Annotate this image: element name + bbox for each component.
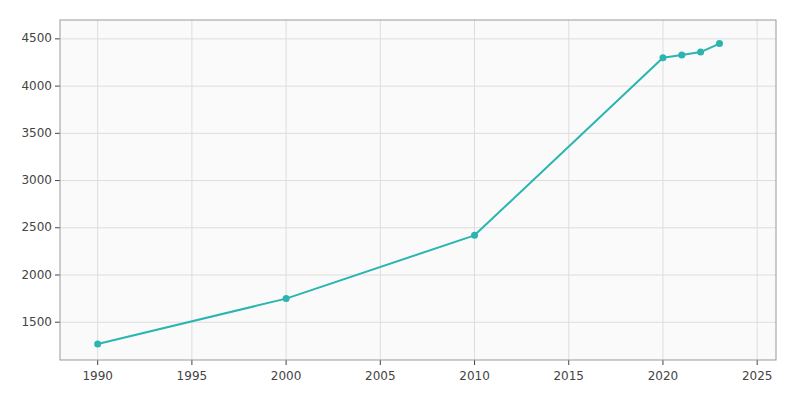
y-tick [55,180,60,181]
y-tick [55,133,60,134]
x-tick-label: 2020 [648,369,679,383]
tick-labels: 1500 2000 2500 3000 3500 4000 4500 1990 1995 2000… [21,31,772,383]
y-tick [55,86,60,87]
point [94,340,101,347]
y-tick-label: 2500 [21,220,52,234]
x-tick [380,360,381,365]
point [678,51,685,58]
x-tick-label: 2005 [365,369,396,383]
x-tick [97,360,98,365]
x-tick-label: 1990 [82,369,113,383]
point [471,232,478,239]
x-grid-line [191,20,192,360]
y-grid-line [60,86,776,87]
point [716,40,723,47]
y-tick-label: 1500 [21,315,52,329]
y-grid-line [60,180,776,181]
x-tick-label: 2010 [459,369,490,383]
y-grid-line [60,322,776,323]
point [697,49,704,56]
x-grid-line [568,20,569,360]
y-tick-label: 4000 [21,79,52,93]
x-tick-label: 2025 [742,369,773,383]
y-grid-line [60,227,776,228]
x-tick [191,360,192,365]
chart-svg: 1500 2000 2500 3000 3500 4000 4500 1990 1995 2000… [0,0,800,400]
x-grid-line [662,20,663,360]
y-tick-label: 4500 [21,31,52,45]
point [283,295,290,302]
line [98,44,720,344]
y-grid-line [60,275,776,276]
y-tick-label: 3000 [21,173,52,187]
y-tick [55,322,60,323]
x-grid-line [757,20,758,360]
grid [60,20,776,360]
y-grid-line [60,133,776,134]
plot-frame [60,20,776,360]
x-tick [662,360,663,365]
y-tick-label: 3500 [21,126,52,140]
x-tick [757,360,758,365]
x-tick [568,360,569,365]
x-grid-line [286,20,287,360]
y-grid-line [60,38,776,39]
data-layer [94,40,723,347]
chart-container: 1500 2000 2500 3000 3500 4000 4500 1990 1995 2000… [0,0,800,400]
y-tick [55,38,60,39]
y-tick-label: 2000 [21,268,52,282]
x-grid-line [474,20,475,360]
y-tick [55,227,60,228]
point [659,54,666,61]
y-tick [55,275,60,276]
x-tick-label: 2015 [553,369,584,383]
x-tick [286,360,287,365]
x-grid-line [380,20,381,360]
x-tick-label: 1995 [177,369,208,383]
x-tick [474,360,475,365]
plot-background [60,20,776,360]
x-tick-label: 2000 [271,369,302,383]
x-grid-line [97,20,98,360]
